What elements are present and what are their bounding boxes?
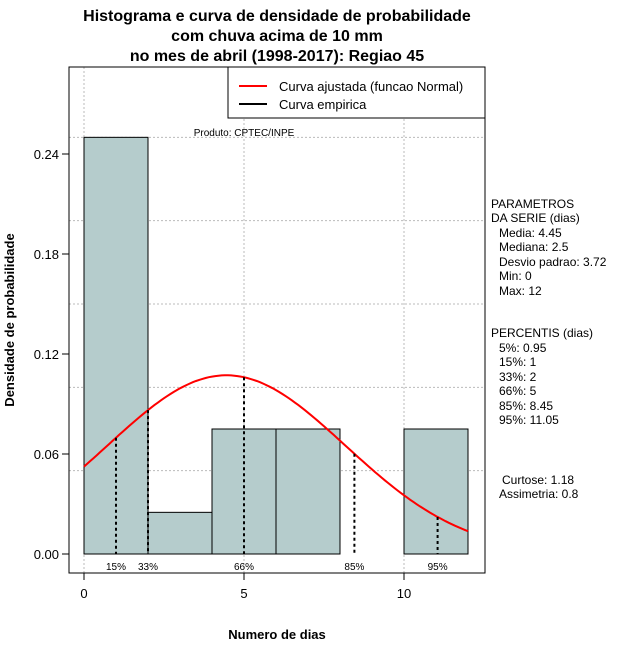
histogram-bar <box>275 428 341 555</box>
title-line-1: Histograma e curva de densidade de proba… <box>83 8 471 25</box>
histogram-bar <box>83 136 149 555</box>
legend: Curva ajustada (funcao Normal) Curva emp… <box>227 66 486 119</box>
params-title-2: DA SERIE (dias) <box>491 211 580 225</box>
side-stats: PARAMETROS DA SERIE (dias) Media: 4.45 M… <box>491 197 607 501</box>
curtose: Curtose: 1.18 <box>502 473 574 487</box>
percentil-85: 85%: 8.45 <box>499 399 553 413</box>
percentil-66: 66%: 5 <box>499 384 537 398</box>
x-tick-label: 5 <box>240 586 247 601</box>
title-line-2: com chuva acima de 10 mm <box>171 28 383 45</box>
x-tick-label: 0 <box>80 586 87 601</box>
y-axis-label: Densidade de probabilidade <box>2 233 17 406</box>
chart-title: Histograma e curva de densidade de proba… <box>83 8 471 65</box>
x-tick-label: 10 <box>397 586 411 601</box>
y-tick-label: 0.24 <box>34 147 59 162</box>
histogram-bar <box>403 428 469 555</box>
histogram-bar <box>147 511 213 555</box>
param-max: Max: 12 <box>499 284 542 298</box>
y-tick-label: 0.00 <box>34 547 59 562</box>
param-desvio: Desvio padrao: 3.72 <box>499 255 607 269</box>
param-media: Media: 4.45 <box>499 226 562 240</box>
title-line-3: no mes de abril (1998-2017): Regiao 45 <box>130 48 424 65</box>
legend-label-normal: Curva ajustada (funcao Normal) <box>279 79 463 94</box>
percentile-label: 15% <box>106 562 126 573</box>
percentil-15: 15%: 1 <box>499 355 537 369</box>
percentis-title: PERCENTIS (dias) <box>491 326 593 340</box>
percentile-label: 33% <box>138 562 158 573</box>
normal-curve <box>83 374 469 533</box>
percentil-33: 33%: 2 <box>499 370 537 384</box>
y-tick-label: 0.12 <box>34 347 59 362</box>
param-mediana: Mediana: 2.5 <box>499 240 569 254</box>
percentile-label: 95% <box>428 562 448 573</box>
product-annotation: Produto: CPTEC/INPE <box>194 128 295 139</box>
assimetria: Assimetria: 0.8 <box>499 487 579 501</box>
legend-label-empirical: Curva empirica <box>279 97 367 112</box>
params-title-1: PARAMETROS <box>491 197 574 211</box>
percentile-label: 85% <box>344 562 364 573</box>
y-tick-label: 0.18 <box>34 247 59 262</box>
x-axis-label: Numero de dias <box>228 627 326 642</box>
param-min: Min: 0 <box>499 269 532 283</box>
percentile-label: 66% <box>234 562 254 573</box>
y-tick-label: 0.06 <box>34 447 59 462</box>
legend-box <box>227 66 486 119</box>
percentil-95: 95%: 11.05 <box>499 413 559 427</box>
percentil-5: 5%: 0.95 <box>499 341 547 355</box>
